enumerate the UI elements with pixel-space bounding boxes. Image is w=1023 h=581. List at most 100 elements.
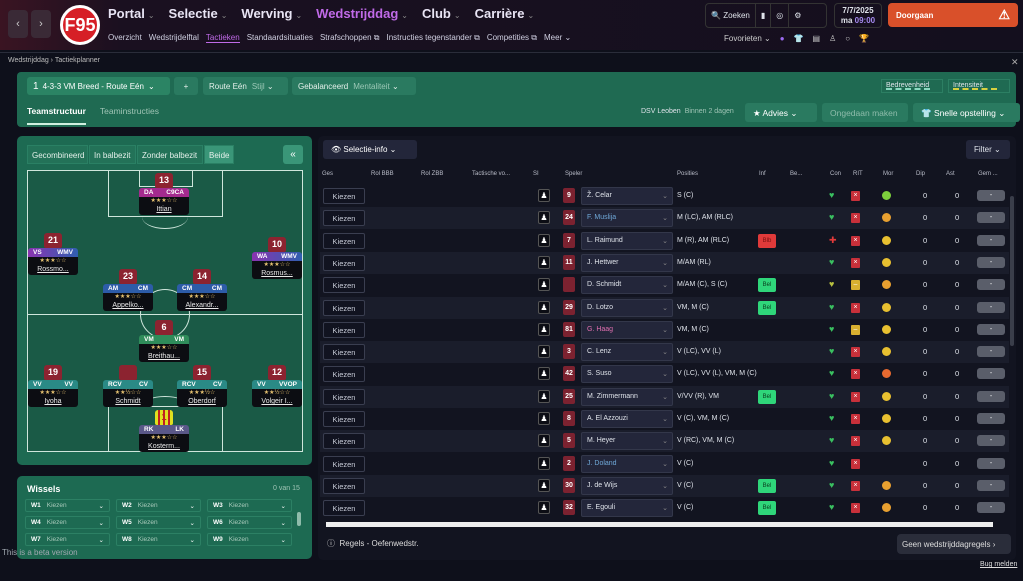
undo-button[interactable]: Ongedaan maken — [822, 103, 908, 122]
substitute-slot[interactable]: W1 Kiezen ⌄ — [25, 499, 110, 512]
table-row[interactable]: Kiezen ♟ 11 J. Hettwer ⌄ M/AM (RL) ♥ × 0 0 - — [320, 251, 1009, 274]
column-header[interactable]: Posities — [677, 171, 699, 177]
subnav-item[interactable]: Wedstrijdelftal — [148, 33, 199, 42]
player-select[interactable]: M. Zimmermann ⌄ — [581, 387, 673, 406]
player-card[interactable]: 1 RK LK ★★★☆☆ Kosterm... — [139, 410, 189, 452]
substitute-slot[interactable]: W4 Kiezen ⌄ — [25, 516, 110, 529]
player-name[interactable]: Schmidt — [103, 397, 153, 407]
nav-wedstrijddag[interactable]: Wedstrijddag ⌄ — [316, 6, 408, 21]
info-badge[interactable]: Bel — [758, 300, 776, 315]
role-bar[interactable]: RCV CV — [103, 380, 153, 389]
mentality-dropdown[interactable]: Gebalanceerd Mentaliteit ⌄ — [292, 77, 416, 95]
nav-selectie[interactable]: Selectie ⌄ — [169, 6, 228, 21]
horizontal-scrollbar[interactable] — [326, 522, 993, 527]
player-info-icon[interactable]: ♟ — [538, 345, 550, 359]
column-header[interactable]: Gem ... — [978, 171, 998, 177]
choose-duty-button[interactable]: Kiezen — [323, 232, 365, 249]
player-info-icon[interactable]: ♟ — [538, 367, 550, 381]
segment-in-possession[interactable]: In balbezit — [89, 145, 136, 164]
player-name[interactable]: Rosmus... — [252, 269, 302, 279]
table-row[interactable]: Kiezen ♟ D. Schmidt ⌄ M/AM (C), S (C) Bel ♥ – 0 0… — [320, 274, 1009, 296]
subnav-item[interactable]: Overzicht — [108, 33, 142, 42]
column-header[interactable]: Con — [830, 171, 842, 177]
player-info-icon[interactable]: ♟ — [538, 211, 550, 225]
player-info-icon[interactable]: ♟ — [538, 322, 550, 336]
column-header[interactable]: Rol ZBB — [421, 171, 444, 177]
advice-button[interactable]: ★ Advies ⌄ — [745, 103, 817, 122]
close-icon[interactable]: ✕ — [1011, 57, 1019, 67]
player-info-icon[interactable]: ♟ — [538, 189, 550, 202]
choose-duty-button[interactable]: Kiezen — [323, 321, 365, 338]
match-rules[interactable]: ⓘ Regels - Oefenwedstr. — [327, 539, 419, 548]
column-header[interactable]: Speler — [565, 171, 583, 177]
player-select[interactable]: J. Doland ⌄ — [581, 454, 673, 473]
choose-duty-button[interactable]: Kiezen — [323, 433, 365, 450]
role-bar[interactable]: RK LK — [139, 425, 189, 434]
player-select[interactable]: L. Raimund ⌄ — [581, 231, 673, 250]
trophy-icon[interactable]: 🏆 — [859, 34, 870, 43]
choose-duty-button[interactable]: Kiezen — [323, 500, 365, 517]
choose-duty-button[interactable]: Kiezen — [323, 344, 365, 361]
vertical-scrollbar[interactable] — [1010, 196, 1014, 346]
table-row[interactable]: Kiezen ♟ 3 C. Lenz ⌄ V (LC), VV (L) ♥ × 0 0 - — [320, 341, 1009, 364]
player-info-icon[interactable]: ♟ — [538, 233, 550, 247]
table-row[interactable]: Kiezen ♟ 2 J. Doland ⌄ V (C) ♥ × 0 0 - — [320, 453, 1009, 475]
role-bar[interactable]: VV VVOP — [252, 380, 302, 389]
nav-werving[interactable]: Werving ⌄ — [241, 6, 302, 21]
bug-report-link[interactable]: Bug melden — [980, 561, 1018, 568]
segment-both[interactable]: Beide — [204, 145, 234, 164]
choose-duty-button[interactable]: Kiezen — [323, 299, 365, 316]
choose-duty-button[interactable]: Kiezen — [323, 455, 365, 472]
player-name[interactable]: Alexandr... — [177, 301, 227, 311]
table-row[interactable]: Kiezen ♟ 30 J. de Wijs ⌄ V (C) Bel ♥ × 0 0 - — [320, 474, 1009, 497]
player-card[interactable]: RCV CV ★★½☆☆ Schmidt — [103, 365, 153, 407]
table-row[interactable]: Kiezen ♟ 9 Ž. Celar ⌄ S (C) ♥ × 0 0 - — [320, 185, 1009, 207]
player-name[interactable]: Rossmo... — [28, 265, 78, 275]
player-card[interactable]: 21 VS WMV ★★★☆☆ Rossmo... — [28, 233, 78, 275]
player-card[interactable]: 6 VM VM ★★★☆☆ Breithau... — [139, 320, 189, 362]
breadcrumb-parent[interactable]: Wedstrijddag — [8, 57, 49, 64]
tab-teaminstructies[interactable]: Teaminstructies — [99, 106, 159, 116]
role-bar[interactable]: CM CM — [177, 284, 227, 293]
player-select[interactable]: G. Haag ⌄ — [581, 320, 673, 339]
tab-teamstructuur[interactable]: Teamstructuur — [27, 106, 86, 125]
bookmark-icon[interactable]: ▮ — [756, 4, 772, 27]
substitute-slot[interactable]: W5 Kiezen ⌄ — [116, 516, 201, 529]
player-name[interactable]: Kosterm... — [139, 442, 189, 452]
segment-out-of-possession[interactable]: Zonder balbezit — [137, 145, 203, 164]
info-badge[interactable]: Bel — [758, 389, 776, 404]
avg-rating-button[interactable]: - — [977, 212, 1005, 224]
player-select[interactable]: M. Heyer ⌄ — [581, 432, 673, 451]
table-row[interactable]: Kiezen ♟ 81 G. Haag ⌄ VM, M (C) ♥ – 0 0 - — [320, 319, 1009, 341]
player-card[interactable]: 12 VV VVOP ★★½☆☆ Volgeir I... — [252, 365, 302, 407]
search-button[interactable]: 🔍 Zoeken — [706, 4, 756, 27]
column-header[interactable]: SI — [533, 171, 539, 177]
player-name[interactable]: Ittian — [139, 205, 189, 215]
avg-rating-button[interactable]: - — [977, 234, 1005, 246]
choose-duty-button[interactable]: Kiezen — [323, 411, 365, 427]
avg-rating-button[interactable]: - — [977, 390, 1005, 402]
selection-info-dropdown[interactable]: 👁 Selectie-info ⌄ — [323, 140, 417, 159]
tactic-selector[interactable]: 1 4-3-3 VM Breed - Route Eén ⌄ — [27, 77, 170, 95]
player-card[interactable]: 15 RCV CV ★★★½☆ Oberdorf — [177, 365, 227, 407]
column-header[interactable]: Be... — [790, 171, 803, 177]
role-bar[interactable]: AM CM — [103, 284, 153, 293]
chat-icon[interactable]: ● — [779, 34, 785, 43]
player-select[interactable]: Ž. Celar ⌄ — [581, 187, 673, 205]
nav-carrière[interactable]: Carrière ⌄ — [475, 6, 535, 21]
quick-lineup-button[interactable]: 👕 Snelle opstelling ⌄ — [913, 103, 1020, 122]
player-card[interactable]: 23 AM CM ★★★☆☆ Appelko... — [103, 269, 153, 311]
avg-rating-button[interactable]: - — [977, 279, 1005, 291]
player-name[interactable]: Iyoha — [28, 397, 78, 407]
tactics-icon[interactable]: ♙ — [829, 34, 837, 43]
avg-rating-button[interactable]: - — [977, 301, 1005, 313]
column-header[interactable]: Mor — [883, 171, 894, 177]
filter-dropdown[interactable]: Filter ⌄ — [966, 140, 1010, 159]
player-card[interactable]: 14 CM CM ★★★☆☆ Alexandr... — [177, 269, 227, 311]
segment-combined[interactable]: Gecombineerd — [27, 145, 88, 164]
subnav-item[interactable]: Standaardsituaties — [246, 33, 313, 42]
table-row[interactable]: Kiezen ♟ 25 M. Zimmermann ⌄ V/VV (R), VM Bel ♥ ×… — [320, 385, 1009, 408]
familiarity-meter[interactable]: Bedrevenheid — [881, 79, 943, 93]
player-name[interactable]: Volgeir I... — [252, 397, 302, 407]
player-select[interactable]: S. Suso ⌄ — [581, 365, 673, 384]
